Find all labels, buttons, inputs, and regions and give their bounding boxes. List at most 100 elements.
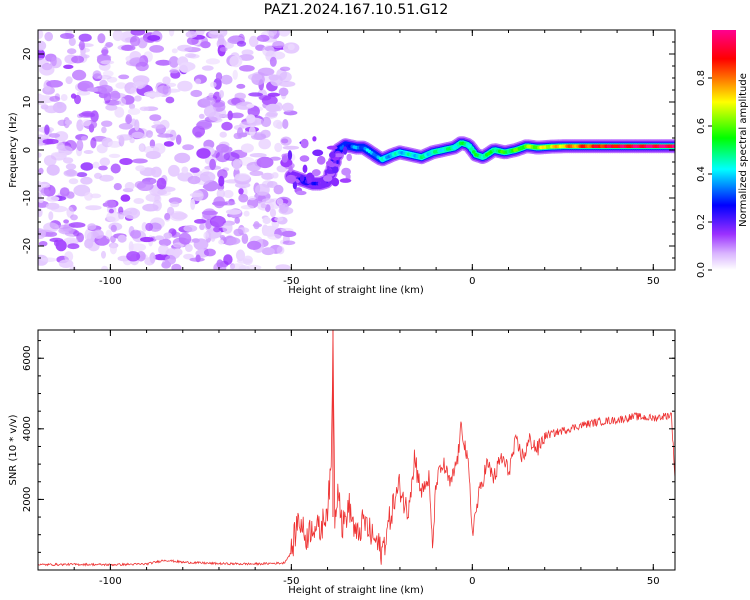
y-tick-label: -20 [22,238,33,254]
noise-blob [98,92,108,99]
noise-blob [68,178,79,185]
y-tick-label: 0 [22,147,33,153]
noise-blob [278,87,289,97]
noise-blob [52,101,67,114]
noise-blob [212,201,228,207]
noise-blob [261,172,274,180]
onset-blob [333,153,344,158]
spectrogram-x-axis-label: Height of straight line (km) [288,285,424,296]
noise-blob [44,231,58,237]
noise-blob [97,84,113,94]
noise-blob [123,207,141,219]
noise-blob [258,95,272,101]
noise-blob [78,33,92,42]
noise-blob [238,265,250,270]
noise-blob [38,167,44,175]
noise-blob [147,35,161,41]
noise-blob [287,43,295,51]
noise-blob [210,81,217,88]
noise-blob [161,261,171,269]
noise-blob [165,96,175,104]
noise-blob [194,219,207,224]
noise-blob [247,240,262,250]
noise-blob [253,221,260,230]
noise-blob [241,233,249,244]
noise-blob [223,254,233,265]
noise-blob [181,166,189,174]
noise-blob [81,119,92,127]
onset-blob [300,138,309,149]
noise-blob [118,212,125,220]
noise-blob [271,172,279,179]
noise-blob [274,142,283,153]
noise-blob [106,210,121,223]
noise-blob [43,222,59,233]
noise-blob [209,30,224,35]
noise-blob [212,101,226,112]
y-tick-label: 4000 [22,416,33,441]
onset-blob [329,152,336,159]
noise-blob [199,223,205,231]
noise-blob [219,235,226,239]
noise-blob [109,243,117,255]
noise-blob [164,212,171,221]
snr-x-ticks: -100 -50 0 50 [37,330,660,587]
noise-blob [65,169,77,177]
noise-blob [142,203,159,212]
noise-blob [154,235,165,241]
noise-blob [220,74,233,85]
noise-blob [174,152,191,164]
noise-blob [130,229,142,239]
noise-blob [105,104,118,111]
noise-blob [190,198,196,210]
noise-blob [264,112,278,119]
y-tick-label: 20 [22,48,33,61]
noise-blob [278,81,296,87]
noise-blob [282,102,294,113]
noise-blob [42,138,59,145]
noise-blob [201,96,216,107]
noise-blob [262,45,275,57]
chart-title: PAZ1.2024.167.10.51.G12 [264,2,449,18]
noise-blob [218,239,225,245]
noise-blob [149,114,162,122]
noise-blob [274,216,284,222]
noise-blob [133,81,146,89]
noise-blob [156,177,167,190]
noise-blob [178,232,192,245]
noise-blob [118,74,130,80]
noise-blob [112,30,124,42]
noise-blob [185,244,193,252]
noise-blob [70,214,78,221]
noise-blob [260,203,267,209]
noise-blob [105,42,114,48]
noise-blob [153,120,161,126]
noise-blob [217,34,225,46]
noise-blob [149,178,157,184]
noise-blob [101,120,113,127]
onset-blob [332,166,339,174]
noise-blob [84,229,92,241]
noise-blob [183,225,198,232]
signal-core-dot [467,144,472,148]
noise-blob [210,232,216,242]
noise-blob [46,195,60,202]
noise-blob [44,31,53,42]
noise-blob [99,174,114,182]
noise-blob [104,199,117,209]
noise-blob [267,233,282,240]
noise-blob [232,69,238,80]
noise-blob [192,125,206,137]
noise-blob [279,71,292,83]
noise-blob [205,58,220,65]
noise-blob [102,202,108,207]
signal-core-dot [333,160,337,164]
onset-blob [326,160,334,167]
noise-blob [65,163,77,170]
noise-blob [97,75,112,80]
noise-blob [59,187,70,197]
noise-blob [98,165,108,171]
noise-blob [199,171,216,183]
noise-blob [203,248,216,257]
noise-blob [243,210,250,217]
